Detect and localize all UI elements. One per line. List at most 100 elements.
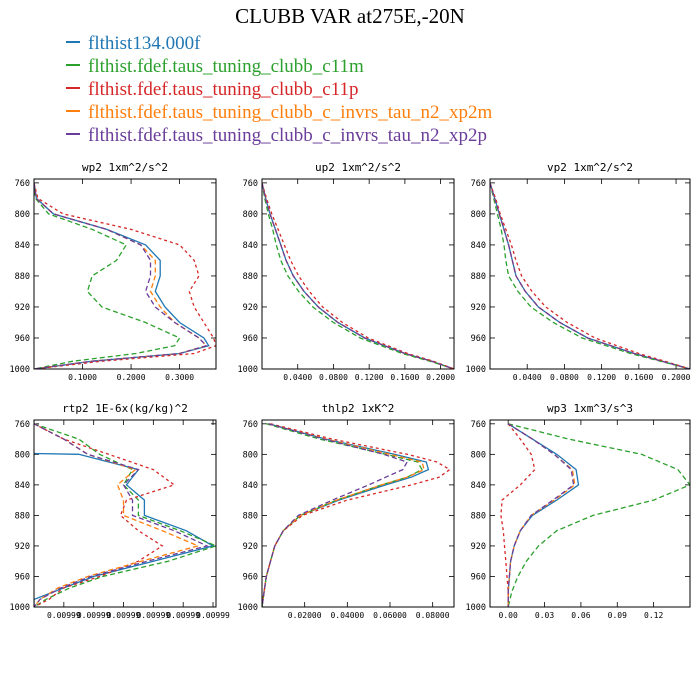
y-tick-label: 760 bbox=[243, 179, 258, 189]
series-line-5 bbox=[490, 182, 690, 369]
x-tick-label: 0.0400 bbox=[283, 373, 312, 382]
y-tick-label: 960 bbox=[15, 572, 30, 582]
plot-frame bbox=[489, 419, 691, 608]
x-tick-label: 0.1600 bbox=[390, 373, 419, 382]
series-line-3 bbox=[262, 182, 454, 369]
y-tick-label: 960 bbox=[243, 334, 258, 344]
plot-frame bbox=[33, 178, 217, 370]
plot-frame bbox=[261, 178, 455, 370]
x-tick-label: 0.2000 bbox=[426, 373, 455, 382]
legend-item-4: flthist.fdef.taus_tuning_clubb_c_invrs_t… bbox=[66, 101, 492, 124]
series-line-2 bbox=[262, 182, 454, 369]
series-line-1 bbox=[507, 423, 580, 607]
x-tick-label: 0.00999 bbox=[196, 611, 230, 620]
y-tick-label: 880 bbox=[471, 511, 486, 521]
legend-label-3: flthist.fdef.taus_tuning_clubb_c11p bbox=[88, 79, 359, 100]
y-tick-label: 840 bbox=[471, 481, 486, 491]
plot-frame bbox=[33, 419, 217, 608]
series-line-2 bbox=[490, 182, 690, 369]
y-tick-label: 800 bbox=[471, 210, 486, 220]
series-line-3 bbox=[500, 423, 536, 607]
x-tick-label: 0.0800 bbox=[550, 373, 579, 382]
y-tick-label: 920 bbox=[15, 303, 30, 313]
series-line-2 bbox=[507, 423, 690, 607]
series-line-1 bbox=[34, 182, 210, 369]
legend-swatch-4 bbox=[66, 109, 80, 112]
y-tick-label: 840 bbox=[243, 241, 258, 251]
y-tick-label: 760 bbox=[243, 420, 258, 430]
y-tick-label: 960 bbox=[471, 572, 486, 582]
x-tick-label: 0.1200 bbox=[587, 373, 616, 382]
legend-label-5: flthist.fdef.taus_tuning_clubb_c_invrs_t… bbox=[88, 125, 487, 146]
x-tick-label: 0.2000 bbox=[662, 373, 691, 382]
y-tick-label: 920 bbox=[471, 542, 486, 552]
y-tick-label: 800 bbox=[15, 210, 30, 220]
legend-swatch-3 bbox=[66, 86, 80, 89]
series-line-1 bbox=[262, 423, 430, 607]
x-tick-label: 0.0800 bbox=[319, 373, 348, 382]
x-tick-label: 0.00999 bbox=[136, 611, 170, 620]
x-tick-label: 0.12 bbox=[644, 611, 663, 620]
legend-item-1: flthist134.000f bbox=[66, 32, 492, 55]
legend-swatch-5 bbox=[66, 132, 80, 135]
x-tick-label: 0.3000 bbox=[165, 373, 194, 382]
x-tick-label: 0.1600 bbox=[624, 373, 653, 382]
panel-title: thlp2 1xK^2 bbox=[322, 402, 395, 415]
x-tick-label: 0.04000 bbox=[330, 611, 364, 620]
series-line-5 bbox=[262, 423, 409, 607]
y-tick-label: 1000 bbox=[10, 603, 30, 613]
y-tick-label: 880 bbox=[15, 272, 30, 282]
y-tick-label: 880 bbox=[15, 511, 30, 521]
panel-5: thlp2 1xK^2 760 800 840 880 920 960 1000 0.02000… bbox=[238, 402, 455, 620]
y-tick-label: 800 bbox=[15, 450, 30, 460]
series-line-5 bbox=[507, 423, 575, 607]
legend-label-4: flthist.fdef.taus_tuning_clubb_c_invrs_t… bbox=[88, 102, 493, 123]
x-tick-label: 0.09 bbox=[608, 611, 627, 620]
y-tick-label: 920 bbox=[15, 542, 30, 552]
series-line-4 bbox=[34, 423, 201, 607]
legend-label-2: flthist.fdef.taus_tuning_clubb_c11m bbox=[88, 56, 364, 77]
y-tick-label: 960 bbox=[15, 334, 30, 344]
y-tick-label: 840 bbox=[15, 241, 30, 251]
y-tick-label: 920 bbox=[243, 303, 258, 313]
y-tick-label: 1000 bbox=[238, 603, 258, 613]
y-tick-label: 880 bbox=[243, 272, 258, 282]
legend-label-1: flthist134.000f bbox=[88, 33, 201, 54]
series-line-2 bbox=[262, 423, 423, 607]
series-line-3 bbox=[34, 182, 216, 369]
legend-swatch-2 bbox=[66, 63, 80, 66]
x-tick-label: 0.00999 bbox=[166, 611, 200, 620]
series-line-4 bbox=[507, 423, 576, 607]
y-tick-label: 1000 bbox=[466, 603, 486, 613]
x-tick-label: 0.02000 bbox=[288, 611, 322, 620]
x-tick-label: 0.06000 bbox=[373, 611, 407, 620]
y-tick-label: 1000 bbox=[466, 365, 486, 375]
series-line-1 bbox=[262, 182, 454, 369]
x-tick-label: 0.00999 bbox=[77, 611, 111, 620]
x-tick-label: 0.03 bbox=[535, 611, 554, 620]
series-line-3 bbox=[262, 423, 451, 607]
panel-title: wp2 1xm^2/s^2 bbox=[82, 161, 168, 174]
y-tick-label: 1000 bbox=[238, 365, 258, 375]
series-line-3 bbox=[490, 182, 690, 369]
series-line-5 bbox=[34, 423, 209, 607]
y-tick-label: 800 bbox=[471, 450, 486, 460]
plot-frame bbox=[489, 178, 691, 370]
panel-title: wp3 1xm^3/s^3 bbox=[547, 402, 633, 415]
page-title: CLUBB VAR at275E,-20N bbox=[235, 4, 465, 28]
series-line-2 bbox=[34, 182, 181, 369]
y-tick-label: 760 bbox=[471, 420, 486, 430]
panel-3: vp2 1xm^2/s^2 760 800 840 880 920 960 1000 0.040… bbox=[466, 161, 691, 382]
panel-title: rtp2 1E-6x(kg/kg)^2 bbox=[62, 402, 188, 415]
panel-6: wp3 1xm^3/s^3 760 800 840 880 920 960 1000 0.00 0… bbox=[466, 402, 691, 620]
y-tick-label: 880 bbox=[243, 511, 258, 521]
y-tick-label: 1000 bbox=[10, 365, 30, 375]
x-tick-label: 0.08000 bbox=[416, 611, 450, 620]
y-tick-label: 920 bbox=[243, 542, 258, 552]
y-tick-label: 840 bbox=[243, 481, 258, 491]
plot-frame bbox=[261, 419, 455, 608]
legend-item-2: flthist.fdef.taus_tuning_clubb_c11m bbox=[66, 55, 492, 78]
legend-swatch-1 bbox=[66, 40, 80, 43]
y-tick-label: 760 bbox=[15, 420, 30, 430]
